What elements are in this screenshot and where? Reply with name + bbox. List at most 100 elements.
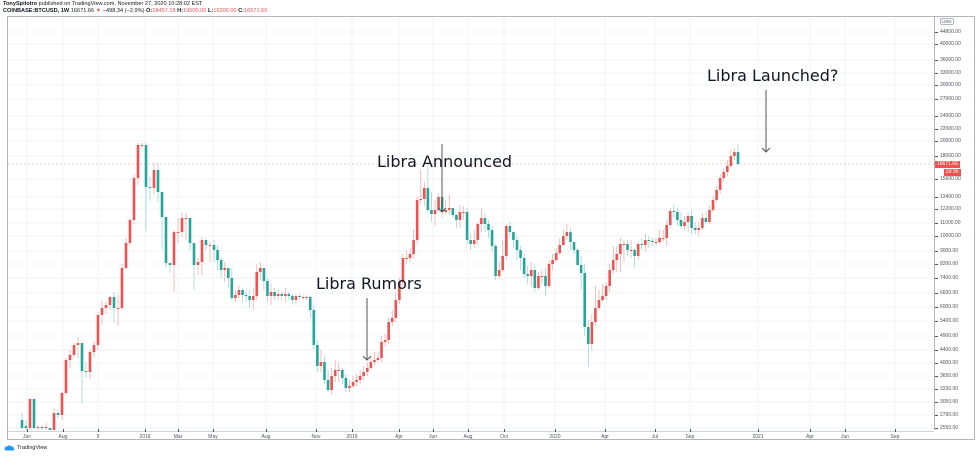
low-value: 16200.00 xyxy=(213,8,237,14)
time-tick-mark xyxy=(27,429,28,432)
annotation-text[interactable]: Libra Rumors xyxy=(316,274,422,293)
time-tick-mark xyxy=(178,429,179,432)
published-info: published on TradingView.com, November 2… xyxy=(38,1,203,7)
price-tick-label: 6600.00 xyxy=(940,290,959,296)
price-tick-mark xyxy=(935,307,938,308)
price-tick-mark xyxy=(935,44,938,45)
close-value: 16671.66 xyxy=(244,8,268,14)
down-arrow-icon: ▼ xyxy=(95,8,102,14)
price-tick-label: 27000.00 xyxy=(940,96,961,102)
time-tick-label: Jun xyxy=(428,434,438,440)
time-tick-mark xyxy=(810,429,811,432)
price-tick-label: 40000.00 xyxy=(940,41,961,47)
price-tick-label: 4900.00 xyxy=(940,333,959,339)
time-tick-label: May xyxy=(208,434,218,440)
price-tick-mark xyxy=(935,129,938,130)
price-tick-mark xyxy=(935,363,938,364)
price-tick-label: 36000.00 xyxy=(940,57,961,63)
price-tick-mark xyxy=(935,336,938,337)
price-tick-mark xyxy=(935,278,938,279)
price-tick-mark xyxy=(935,60,938,61)
time-tick-label: 2018 xyxy=(139,434,151,440)
annotation-arrow-icon[interactable] xyxy=(361,298,373,364)
currency-label[interactable]: USD xyxy=(940,18,954,25)
time-tick-mark xyxy=(316,429,317,432)
candlestick-series xyxy=(8,17,934,430)
price-tick-label: 3650.00 xyxy=(940,373,959,379)
price-tick-mark xyxy=(935,251,938,252)
low-label: L: xyxy=(207,8,214,14)
price-axis[interactable]: 44800.00 40000.00 36000.00 33000.00 30000.00… xyxy=(934,17,975,431)
time-tick-label: Apr xyxy=(395,434,403,440)
tradingview-logo[interactable]: TradingView xyxy=(4,445,47,451)
time-tick-label: 9 xyxy=(96,434,100,440)
brand-name: TradingView xyxy=(17,445,48,451)
time-tick-mark xyxy=(895,429,896,432)
time-tick-label: Sep xyxy=(685,434,695,440)
price-tick-label: 4400.00 xyxy=(940,347,959,353)
price-tick-label: 13400.00 xyxy=(940,194,961,200)
price-tick-label: 33000.00 xyxy=(940,70,961,76)
price-tick-label: 22000.00 xyxy=(940,126,961,132)
time-tick-label: Jun xyxy=(22,434,32,440)
countdown-badge: 2d 9h xyxy=(944,169,961,176)
open-label: O: xyxy=(146,8,153,14)
open-value: 18457.18 xyxy=(152,8,176,14)
price-tick-label: 10000.00 xyxy=(940,233,961,239)
time-tick-label: Oct xyxy=(500,434,508,440)
annotation-arrow-icon[interactable] xyxy=(436,144,448,216)
annotation-text[interactable]: Libra Announced xyxy=(377,152,513,171)
price-change: −498.34 (−2.9%) xyxy=(102,8,145,14)
time-tick-mark xyxy=(504,429,505,432)
price-tick-mark xyxy=(935,99,938,100)
price-tick-label: 2550.00 xyxy=(940,425,959,431)
time-tick-label: Jun xyxy=(840,434,850,440)
time-tick-label: Aug xyxy=(261,434,271,440)
time-tick-mark xyxy=(63,429,64,432)
time-axis[interactable]: Jun Aug 9 2018 Mar May Aug Nov 2019 Apr Jun Aug Oct 2… xyxy=(8,429,934,441)
price-tick-mark xyxy=(935,116,938,117)
price-tick-label: 24000.00 xyxy=(940,113,961,119)
time-tick-label: Sep xyxy=(890,434,900,440)
price-tick-mark xyxy=(935,376,938,377)
time-tick-label: Nov xyxy=(311,434,321,440)
chart-frame xyxy=(7,16,975,440)
cloud-logo-icon xyxy=(4,445,15,451)
close-label: C: xyxy=(238,8,245,14)
price-tick-mark xyxy=(935,389,938,390)
time-tick-mark xyxy=(213,429,214,432)
time-tick-mark xyxy=(655,429,656,432)
price-tick-mark xyxy=(935,293,938,294)
price-tick-label: 44800.00 xyxy=(940,29,961,35)
time-tick-mark xyxy=(145,429,146,432)
high-value: 19500.00 xyxy=(183,8,207,14)
price-tick-mark xyxy=(935,73,938,74)
time-tick-label: Mar xyxy=(173,434,183,440)
price-tick-mark xyxy=(935,179,938,180)
price-tick-mark xyxy=(935,415,938,416)
last-price: 16671.66 xyxy=(70,8,95,14)
author-name[interactable]: TonySpilotro xyxy=(3,1,38,7)
price-tick-mark xyxy=(935,32,938,33)
price-tick-label: 3050.00 xyxy=(940,399,959,405)
price-tick-mark xyxy=(935,223,938,224)
chart-plot-area[interactable] xyxy=(8,17,934,430)
chart-header: TonySpilotro published on TradingView.co… xyxy=(3,1,267,15)
time-tick-mark xyxy=(399,429,400,432)
price-tick-label: 20000.00 xyxy=(940,138,961,144)
price-tick-label: 18000.00 xyxy=(940,153,961,159)
price-tick-mark xyxy=(935,156,938,157)
annotation-text[interactable]: Libra Launched? xyxy=(707,66,839,85)
current-price-badge: 16671.66 xyxy=(935,161,960,168)
time-tick-label: Aug xyxy=(58,434,68,440)
time-tick-label: 2019 xyxy=(346,434,358,440)
time-tick-mark xyxy=(98,429,99,432)
price-tick-label: 4000.00 xyxy=(940,360,959,366)
high-label: H: xyxy=(177,8,184,14)
time-tick-label: 2021 xyxy=(752,434,764,440)
price-tick-mark xyxy=(935,264,938,265)
time-tick-mark xyxy=(433,429,434,432)
time-tick-mark xyxy=(758,429,759,432)
time-tick-mark xyxy=(690,429,691,432)
annotation-arrow-icon[interactable] xyxy=(760,90,772,156)
